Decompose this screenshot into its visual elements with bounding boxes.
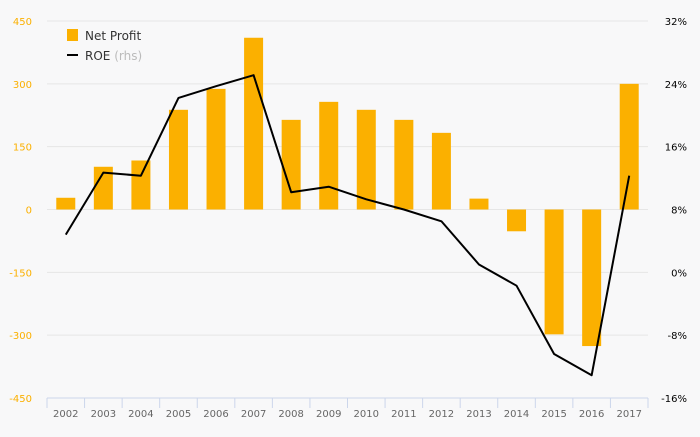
x-axis: 2002 2003 2004 2005 2006 2007 2008 2009 2010 2011…	[47, 398, 648, 420]
bar-2016	[582, 210, 601, 347]
x-tick-label: 2014	[504, 409, 529, 420]
x-tick-label: 2006	[203, 409, 228, 420]
x-tick-label: 2005	[166, 409, 191, 420]
right-tick-label: 24%	[665, 80, 687, 91]
bar-2017	[620, 84, 639, 210]
right-tick-label: 32%	[665, 17, 687, 28]
bar-2006	[207, 89, 226, 210]
x-tick-label: 2013	[466, 409, 491, 420]
right-y-axis: 32% 24% 16% 8% 0% -8% -16%	[661, 17, 687, 405]
left-tick-label: 0	[26, 206, 32, 217]
left-tick-label: 450	[13, 17, 32, 28]
bar-2002	[56, 198, 75, 210]
right-tick-label: 0%	[671, 268, 687, 279]
left-tick-label: -300	[9, 331, 32, 342]
x-tick-label: 2010	[354, 409, 379, 420]
right-tick-label: -16%	[661, 394, 687, 405]
left-tick-label: 150	[13, 143, 32, 154]
legend-label-net-profit: Net Profit	[85, 29, 141, 43]
left-y-axis: 450 300 150 0 -150 -300 -450	[9, 17, 32, 405]
left-tick-label: -150	[9, 268, 32, 279]
bar-2011	[394, 120, 413, 210]
bar-2012	[432, 133, 451, 210]
x-tick-label: 2002	[53, 409, 78, 420]
x-tick-label: 2009	[316, 409, 341, 420]
left-tick-label: 300	[13, 80, 32, 91]
left-tick-label: -450	[9, 394, 32, 405]
right-tick-label: -8%	[668, 331, 687, 342]
bar-2015	[545, 210, 564, 335]
x-tick-label: 2007	[241, 409, 266, 420]
bar-2014	[507, 210, 526, 232]
x-tick-label: 2017	[616, 409, 641, 420]
legend-rhs-note: (rhs)	[114, 49, 142, 63]
x-tick-label: 2012	[429, 409, 454, 420]
bar-2008	[282, 120, 301, 210]
bar-2007	[244, 38, 263, 210]
x-tick-label: 2015	[541, 409, 566, 420]
x-tick-label: 2011	[391, 409, 416, 420]
legend: Net Profit ROE (rhs)	[67, 29, 142, 63]
bar-2013	[469, 199, 488, 210]
x-tick-label: 2003	[91, 409, 116, 420]
legend-label-roe: ROE (rhs)	[85, 49, 142, 63]
bar-2005	[169, 110, 188, 210]
legend-swatch-net-profit	[67, 29, 78, 41]
x-tick-label: 2008	[278, 409, 303, 420]
x-tick-label: 2004	[128, 409, 153, 420]
right-tick-label: 8%	[671, 206, 687, 217]
bar-2010	[357, 110, 376, 210]
bar-2004	[131, 160, 150, 209]
bar-2009	[319, 102, 338, 210]
right-tick-label: 16%	[665, 143, 687, 154]
x-tick-label: 2016	[579, 409, 604, 420]
